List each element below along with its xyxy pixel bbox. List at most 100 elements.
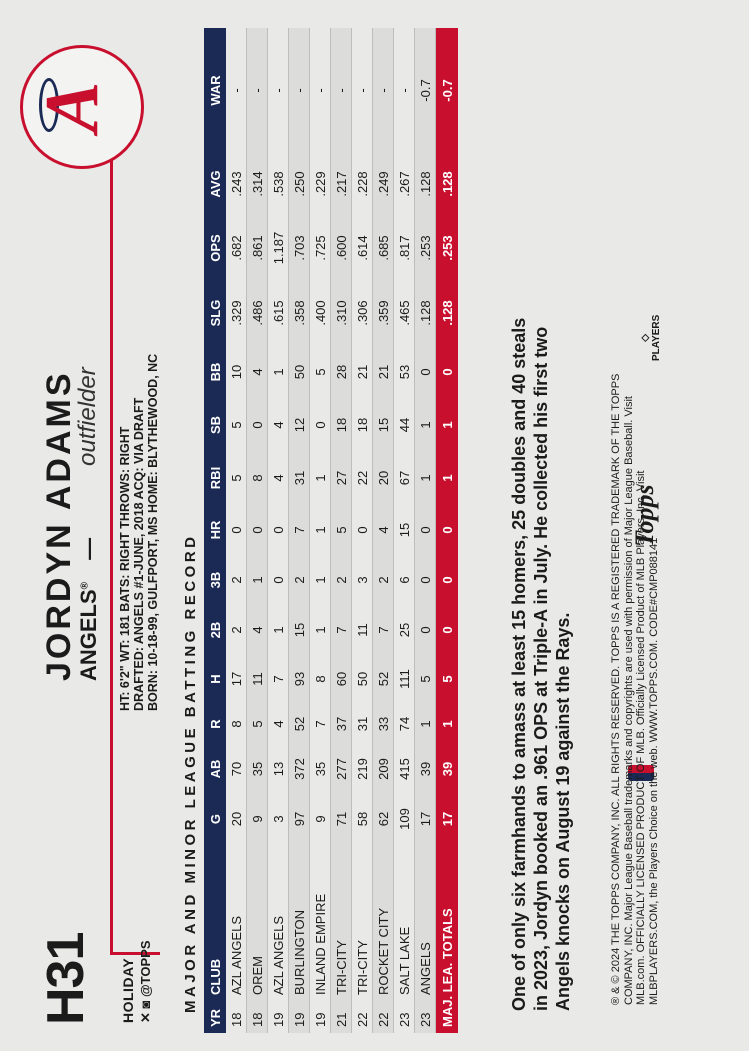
table-cell: 70 <box>226 745 247 793</box>
table-cell: 7 <box>267 655 289 703</box>
batting-record-table: YR CLUB G AB R H 2B 3B HR RBI SB BB SLG OPS AVG WAR 18 A… <box>204 28 458 1033</box>
table-cell: - <box>351 28 373 153</box>
table-cell: 0 <box>226 505 247 555</box>
column-header: CLUB <box>204 845 226 995</box>
table-cell: .538 <box>267 153 289 215</box>
table-cell: INLAND EMPIRE <box>309 845 331 995</box>
table-cell: 25 <box>393 605 415 655</box>
table-cell: 15 <box>393 505 415 555</box>
table-cell: 52 <box>372 655 394 703</box>
table-cell: 19 <box>288 995 310 1033</box>
table-cell: 5 <box>246 703 268 745</box>
table-cell: 372 <box>288 745 310 793</box>
column-header: WAR <box>204 28 226 153</box>
table-cell: 5 <box>309 345 331 399</box>
table-cell: 18 <box>246 995 268 1033</box>
table-cell: 22 <box>351 995 373 1033</box>
table-cell: .217 <box>330 153 352 215</box>
team-logo: A <box>20 45 144 169</box>
table-cell: 0 <box>414 555 436 605</box>
table-cell: 219 <box>351 745 373 793</box>
totals-cell: 1 <box>435 703 458 745</box>
table-row: 23 SALT LAKE 109 415 74 111 25 6 15 67 44 53.465.81… <box>393 28 415 1033</box>
table-cell: 0 <box>246 399 268 451</box>
table-row: 18 OREM 9 35 5 11 4 1 0 8 0 4.486.861.314- <box>246 28 268 1033</box>
table-cell: 1 <box>309 555 331 605</box>
totals-cell: 1 <box>435 399 458 451</box>
table-cell: 19 <box>267 995 289 1033</box>
totals-cell: .253 <box>435 215 458 281</box>
table-cell: TRI-CITY <box>351 845 373 995</box>
table-cell: ANGELS <box>414 845 436 995</box>
table-cell: 5 <box>226 451 247 505</box>
table-cell: 35 <box>309 745 331 793</box>
social-handle-text: @TOPPS <box>138 940 153 997</box>
table-cell: .614 <box>351 215 373 281</box>
table-cell: .465 <box>393 281 415 345</box>
column-header: YR <box>204 995 226 1033</box>
table-cell: 17 <box>226 655 247 703</box>
table-cell: 37 <box>330 703 352 745</box>
table-cell: .685 <box>372 215 394 281</box>
table-cell: - <box>288 28 310 153</box>
table-cell: 50 <box>288 345 310 399</box>
accent-line-top <box>110 55 113 955</box>
table-cell: 1 <box>414 451 436 505</box>
table-cell: 18 <box>226 995 247 1033</box>
table-cell: 15 <box>372 399 394 451</box>
column-header: 3B <box>204 555 226 605</box>
record-title: MAJOR AND MINOR LEAGUE BATTING RECORD <box>182 533 199 1014</box>
column-header: R <box>204 703 226 745</box>
table-cell: .329 <box>226 281 247 345</box>
table-cell: .682 <box>226 215 247 281</box>
table-cell: 17 <box>414 793 436 845</box>
table-cell: .128 <box>414 281 436 345</box>
table-cell: - <box>372 28 394 153</box>
table-cell: 5 <box>226 399 247 451</box>
table-cell: 109 <box>393 793 415 845</box>
table-cell: 4 <box>246 605 268 655</box>
table-cell: 0 <box>414 605 436 655</box>
totals-cell: 0 <box>435 505 458 555</box>
players-icon: ◇ <box>640 333 651 342</box>
column-header: SLG <box>204 281 226 345</box>
table-cell: 7 <box>330 605 352 655</box>
table-cell: 21 <box>351 345 373 399</box>
table-cell: 9 <box>246 793 268 845</box>
table-cell: 53 <box>393 345 415 399</box>
table-cell: 1 <box>414 703 436 745</box>
column-header: OPS <box>204 215 226 281</box>
column-header: RBI <box>204 451 226 505</box>
table-cell: 1 <box>414 399 436 451</box>
table-cell: 7 <box>372 605 394 655</box>
table-cell: .253 <box>414 215 436 281</box>
table-cell: .228 <box>351 153 373 215</box>
legal-text: ® & © 2024 THE TOPPS COMPANY, INC. ALL R… <box>610 373 660 1005</box>
bio-line-3: BORN: 10-18-99, GULFPORT, MS HOME: BLYTH… <box>146 353 160 711</box>
table-cell: 21 <box>330 995 352 1033</box>
players-logo-text: PLAYERS <box>651 314 662 361</box>
totals-cell: 17 <box>435 793 458 845</box>
table-cell: 1.187 <box>267 215 289 281</box>
table-cell: 1 <box>267 605 289 655</box>
instagram-icon: ◙ <box>138 1000 153 1009</box>
table-cell: 27 <box>330 451 352 505</box>
column-header: BB <box>204 345 226 399</box>
table-cell: 0 <box>309 399 331 451</box>
table-cell: 2 <box>226 555 247 605</box>
table-cell: - <box>309 28 331 153</box>
table-cell: .400 <box>309 281 331 345</box>
table-cell: 71 <box>330 793 352 845</box>
players-logo: ◇ PLAYERS <box>640 315 662 361</box>
table-cell: 4 <box>267 703 289 745</box>
totals-cell: .128 <box>435 153 458 215</box>
table-cell: 11 <box>351 605 373 655</box>
table-cell: 22 <box>351 451 373 505</box>
totals-cell: 5 <box>435 655 458 703</box>
table-cell: 23 <box>414 995 436 1033</box>
social-handle: ✕ ◙ @TOPPS <box>138 940 154 1023</box>
table-cell: 1 <box>267 345 289 399</box>
table-cell: 28 <box>330 345 352 399</box>
table-row: 23 ANGELS 17 39 1 5 0 0 0 1 1 0.128.253.128 -0.7 <box>414 28 436 1033</box>
table-cell: .615 <box>267 281 289 345</box>
